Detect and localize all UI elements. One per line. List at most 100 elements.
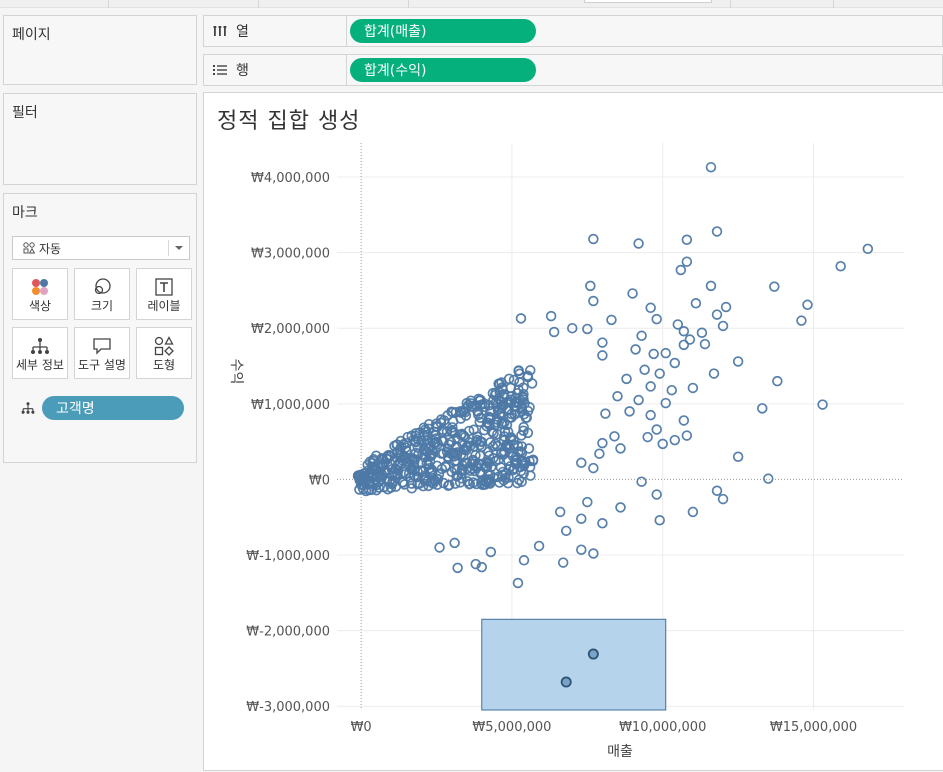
color-button[interactable]: 색상	[12, 268, 68, 320]
data-point	[518, 555, 530, 566]
data-point	[465, 395, 477, 406]
data-point	[471, 460, 482, 471]
data-point	[512, 440, 524, 451]
data-point	[400, 442, 412, 453]
data-point	[732, 451, 744, 462]
data-point	[504, 433, 516, 444]
data-point	[705, 161, 717, 173]
data-point	[410, 428, 421, 439]
detail-button[interactable]: 세부 정보	[12, 327, 68, 379]
scatter-plot[interactable]: ₩0 ₩5,000,000 ₩10,000,000 ₩15,000,000 ₩4,000…	[204, 93, 943, 772]
data-point	[566, 322, 578, 334]
worksheet-view[interactable]: 정적 집합 생성 ₩0 ₩5,000,000 ₩10,000,000 ₩15,000,…	[203, 92, 943, 771]
mark-type-value: 자동	[39, 241, 62, 256]
marks-title: 마크	[12, 205, 38, 221]
data-point	[796, 315, 807, 326]
selected-point	[560, 676, 572, 688]
data-point	[418, 422, 430, 433]
data-point	[817, 399, 828, 410]
data-point	[651, 313, 662, 325]
data-point	[678, 339, 690, 351]
data-point	[476, 561, 488, 573]
data-point	[862, 243, 874, 255]
data-point	[392, 459, 404, 470]
data-point	[489, 389, 501, 401]
data-point	[384, 476, 395, 487]
data-point	[428, 474, 440, 486]
data-point	[397, 477, 408, 488]
data-point	[449, 464, 461, 475]
data-point	[597, 437, 608, 449]
label-icon	[155, 278, 173, 296]
data-point	[633, 394, 644, 406]
y-tick-label: ₩4,000,000	[251, 171, 330, 186]
data-point	[503, 404, 515, 416]
detail-field-pill[interactable]: 고객명	[42, 396, 184, 420]
tooltip-button[interactable]: 도구 설명	[74, 327, 130, 379]
data-point	[496, 448, 507, 459]
auto-mark-icon	[23, 242, 35, 254]
data-point	[717, 320, 729, 332]
data-point	[477, 475, 488, 487]
data-point	[835, 260, 846, 272]
data-point	[588, 548, 599, 559]
data-point	[445, 448, 457, 459]
data-point	[460, 445, 472, 456]
data-point	[520, 412, 532, 423]
data-point	[485, 546, 497, 558]
data-point	[654, 514, 665, 526]
data-point	[457, 406, 469, 417]
data-point	[474, 439, 486, 451]
x-tick-label: ₩5,000,000	[472, 720, 551, 735]
data-point	[597, 518, 608, 529]
columns-measure-pill[interactable]: 합계(매출)	[350, 19, 536, 43]
color-button-label: 색상	[28, 299, 52, 313]
data-point	[436, 463, 448, 475]
rows-icon	[213, 65, 227, 75]
data-point	[763, 473, 774, 484]
rows-shelf[interactable]: 행 합계(수익)	[203, 54, 943, 86]
columns-shelf[interactable]: 열 합계(매출)	[203, 15, 943, 47]
y-tick-label: ₩1,000,000	[251, 398, 330, 413]
size-button[interactable]: 크기	[74, 268, 130, 320]
selected-point	[587, 648, 599, 660]
data-point	[645, 409, 656, 421]
toolbar-field[interactable]	[584, 0, 712, 3]
data-point	[441, 426, 453, 437]
data-point	[455, 429, 467, 441]
data-point	[430, 433, 442, 444]
shape-button[interactable]: 도형	[136, 327, 192, 379]
data-point	[639, 364, 650, 376]
data-point	[687, 506, 699, 518]
filters-card[interactable]: 필터	[3, 93, 197, 185]
data-point	[621, 373, 632, 385]
x-tick-label: ₩15,000,000	[770, 720, 857, 735]
data-point	[576, 544, 587, 555]
data-point	[512, 477, 523, 489]
data-point	[615, 502, 626, 513]
columns-icon	[213, 26, 227, 36]
data-point	[461, 457, 473, 469]
detail-icon	[21, 402, 35, 414]
data-point	[424, 451, 435, 462]
mark-type-dropdown[interactable]: 자동	[12, 236, 190, 260]
data-point	[669, 434, 681, 446]
data-point	[436, 448, 447, 459]
data-point	[557, 557, 569, 568]
data-point	[464, 478, 475, 490]
label-button[interactable]: 레이블	[136, 268, 192, 320]
data-point	[516, 441, 528, 452]
data-point	[681, 430, 693, 441]
tooltip-icon	[93, 338, 111, 355]
data-point	[560, 525, 572, 537]
data-point	[636, 476, 647, 487]
rows-measure-pill[interactable]: 합계(수익)	[350, 58, 536, 82]
data-point	[576, 513, 587, 524]
size-icon	[94, 278, 111, 295]
data-point	[708, 368, 720, 379]
data-point	[582, 323, 593, 335]
data-point	[381, 451, 393, 462]
data-point	[506, 391, 517, 402]
data-point	[403, 454, 415, 466]
detail-button-label: 세부 정보	[16, 358, 64, 372]
